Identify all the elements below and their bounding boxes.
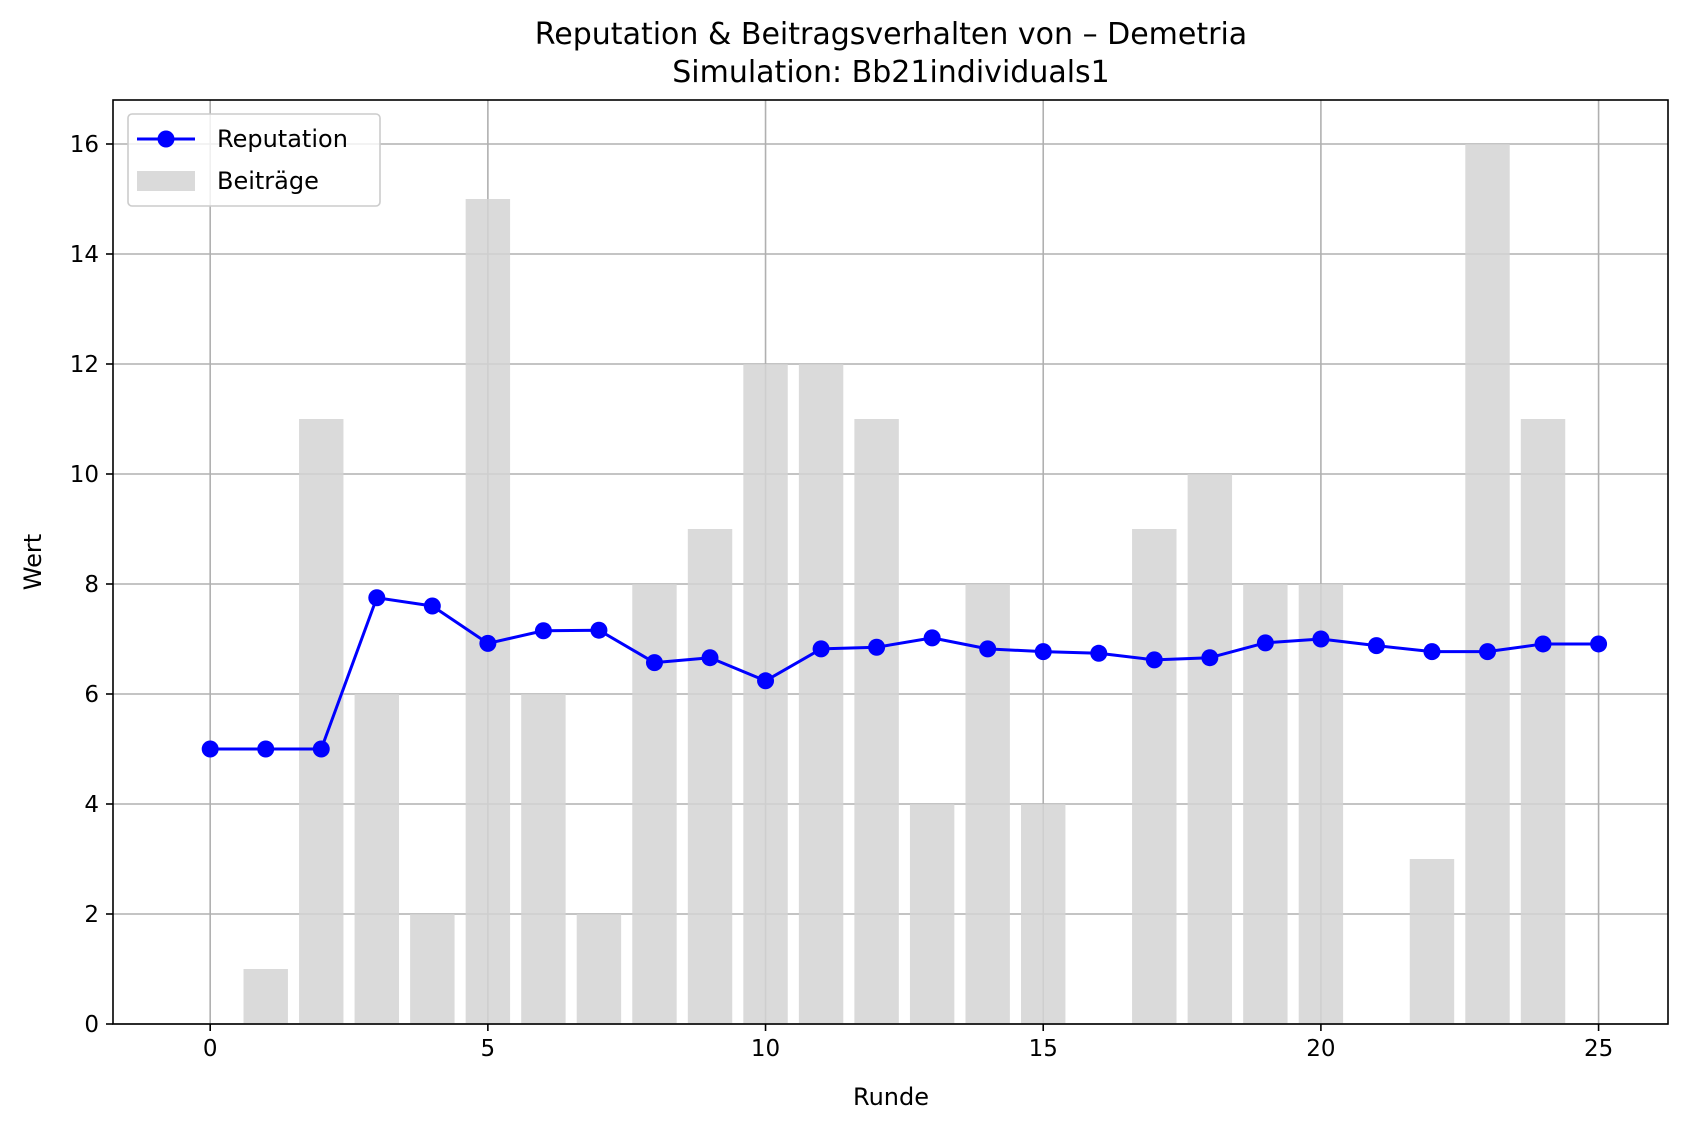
bar [243, 969, 288, 1024]
legend-beitraege-swatch [137, 171, 195, 191]
reputation-point [812, 640, 830, 658]
y-tick-label: 4 [84, 792, 99, 818]
reputation-point [979, 640, 997, 658]
y-tick-label: 14 [70, 242, 99, 268]
reputation-point [701, 649, 719, 667]
reputation-point [534, 622, 552, 640]
y-tick-label: 2 [84, 902, 99, 928]
y-tick-label: 16 [70, 132, 99, 158]
reputation-point [590, 621, 608, 639]
x-tick-label: 10 [751, 1036, 780, 1062]
reputation-point [368, 589, 386, 607]
bar [1520, 419, 1566, 1024]
reputation-point [868, 638, 886, 656]
reputation-point [645, 654, 663, 672]
x-tick-label: 15 [1029, 1036, 1058, 1062]
legend-reputation-label: Reputation [217, 125, 348, 153]
y-tick-label: 0 [84, 1012, 99, 1038]
y-tick-label: 12 [70, 352, 99, 378]
bar [521, 694, 566, 1024]
reputation-point [312, 740, 330, 758]
bar [743, 364, 788, 1024]
legend-beitraege-label: Beiträge [217, 167, 319, 195]
x-axis-label: Runde [853, 1083, 929, 1111]
y-tick-label: 6 [84, 682, 99, 708]
reputation-point [1034, 643, 1052, 661]
bar-series-beitraege [243, 144, 1566, 1024]
reputation-point [423, 597, 441, 615]
legend: Reputation Beiträge [127, 113, 381, 207]
bar [1021, 804, 1066, 1024]
reputation-point [479, 634, 497, 652]
reputation-point [1479, 643, 1497, 661]
reputation-point [923, 629, 941, 647]
legend-reputation-marker [157, 130, 175, 148]
bar [465, 199, 511, 1024]
bar [1243, 584, 1288, 1024]
line-series-reputation [201, 589, 1608, 758]
reputation-point [1423, 643, 1441, 661]
bar [354, 694, 400, 1024]
bar [1465, 144, 1510, 1024]
y-axis-label: Wert [19, 534, 47, 590]
bar [1298, 584, 1344, 1024]
bar [1187, 474, 1233, 1024]
bar [854, 419, 899, 1024]
reputation-point [201, 740, 219, 758]
bar [1132, 529, 1177, 1024]
plot-frame [112, 99, 1669, 1025]
reputation-point [1201, 649, 1219, 667]
axis-ticks: 0 5 10 15 20 25 0 2 4 6 8 10 12 14 16 [70, 132, 1614, 1062]
x-tick-label: 0 [203, 1036, 218, 1062]
x-tick-label: 25 [1584, 1036, 1613, 1062]
bar [1409, 859, 1455, 1024]
x-tick-label: 20 [1306, 1036, 1335, 1062]
y-tick-label: 8 [84, 572, 99, 598]
bar [299, 419, 344, 1024]
reputation-point [1367, 637, 1385, 655]
reputation-point [757, 672, 775, 690]
reputation-point [1256, 634, 1274, 652]
chart-title: Reputation & Beitragsverhalten von – Dem… [535, 17, 1247, 52]
reputation-point [1534, 635, 1552, 653]
x-tick-label: 5 [481, 1036, 496, 1062]
reputation-point [257, 740, 275, 758]
bar [687, 529, 733, 1024]
reputation-point [1312, 630, 1330, 648]
bar [909, 804, 955, 1024]
bar [410, 914, 455, 1024]
chart-subtitle: Simulation: Bb21individuals1 [672, 55, 1110, 90]
reputation-point [1145, 651, 1163, 669]
reputation-point [1090, 644, 1108, 662]
reputation-point [1590, 635, 1608, 653]
bar [798, 364, 844, 1024]
bar [632, 584, 677, 1024]
reputation-line [210, 596, 1599, 751]
bar [576, 914, 622, 1024]
y-tick-label: 10 [70, 462, 99, 488]
